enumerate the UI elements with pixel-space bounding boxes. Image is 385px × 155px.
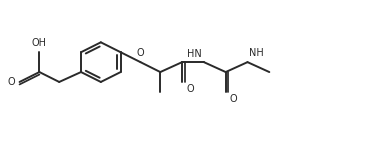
Text: O: O (8, 77, 16, 87)
Text: O: O (186, 84, 194, 94)
Text: HN: HN (187, 49, 202, 59)
Text: NH: NH (249, 48, 264, 58)
Text: OH: OH (32, 38, 47, 48)
Text: O: O (137, 48, 144, 58)
Text: O: O (230, 94, 237, 104)
